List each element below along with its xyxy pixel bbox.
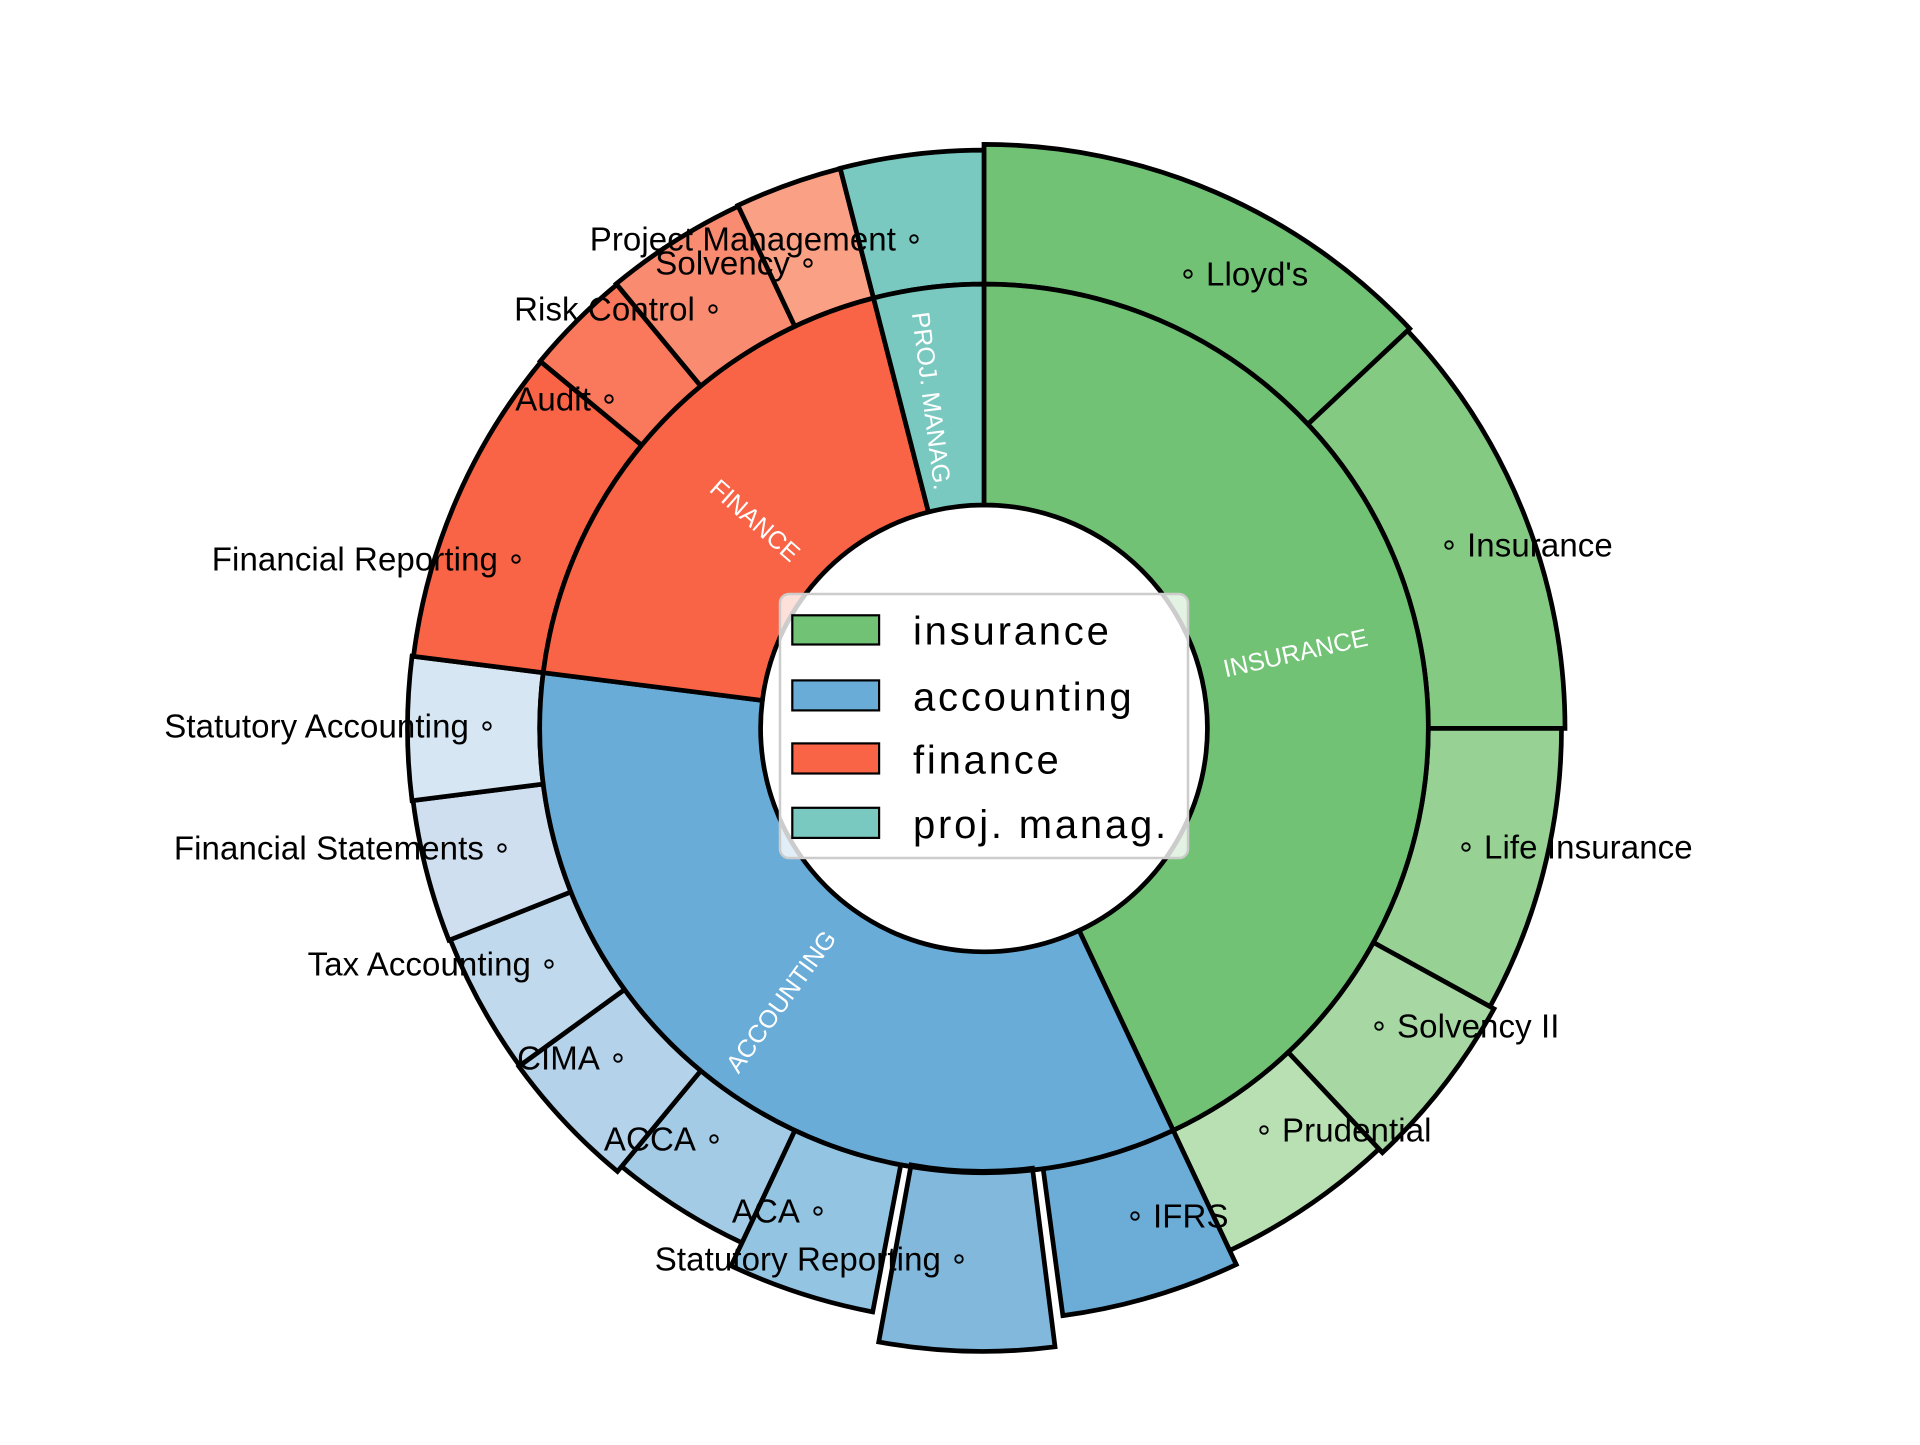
svg-text:accounting: accounting [913,675,1134,719]
svg-text:Insurance: Insurance [1467,527,1613,564]
svg-text:Prudential: Prudential [1282,1112,1432,1149]
svg-text:ACCA: ACCA [604,1121,696,1158]
svg-text:proj. manag.: proj. manag. [913,803,1169,847]
svg-text:Lloyd's: Lloyd's [1206,256,1308,293]
svg-text:Risk Control: Risk Control [514,291,695,328]
svg-text:Financial Statements: Financial Statements [174,830,484,867]
svg-text:finance: finance [913,739,1062,783]
svg-text:CIMA: CIMA [517,1040,600,1077]
svg-text:Financial Reporting: Financial Reporting [212,541,498,578]
svg-text:Statutory Reporting: Statutory Reporting [655,1241,941,1278]
svg-text:Solvency II: Solvency II [1397,1008,1560,1045]
svg-text:insurance: insurance [913,610,1112,654]
svg-text:Project Management: Project Management [590,221,896,258]
svg-text:Life Insurance: Life Insurance [1484,829,1693,866]
svg-text:Audit: Audit [515,381,591,418]
svg-text:Tax Accounting: Tax Accounting [308,946,531,983]
svg-text:ACA: ACA [732,1193,800,1230]
svg-text:Statutory Accounting: Statutory Accounting [164,708,469,745]
svg-text:IFRS: IFRS [1153,1198,1229,1235]
svg-text:Solvency: Solvency [655,245,790,282]
